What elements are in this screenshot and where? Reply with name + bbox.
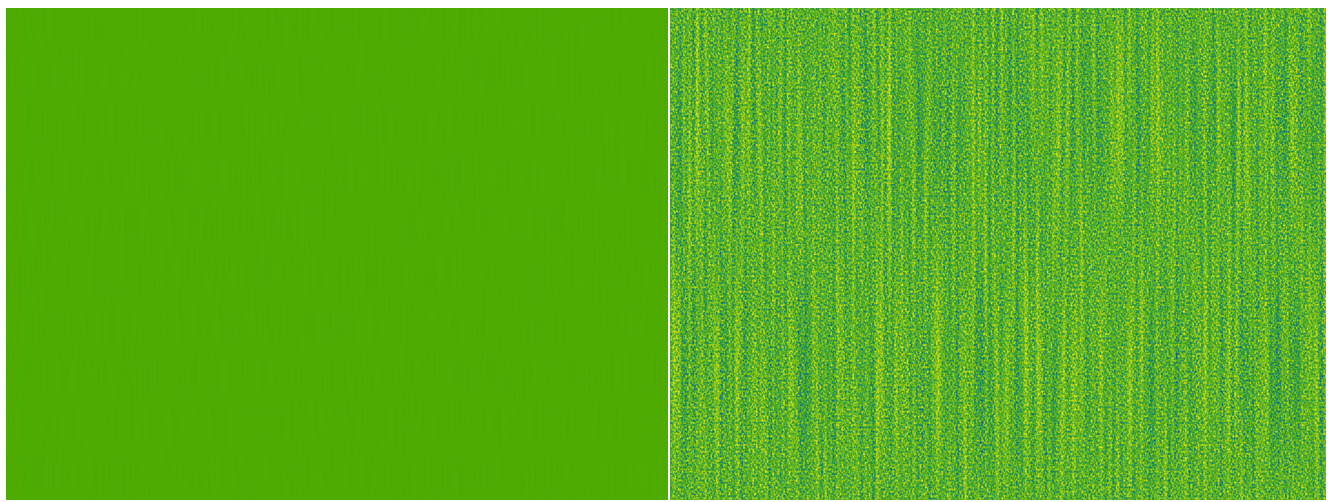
left-panel-texture	[6, 8, 668, 500]
right-panel-heatmap	[670, 8, 1326, 500]
